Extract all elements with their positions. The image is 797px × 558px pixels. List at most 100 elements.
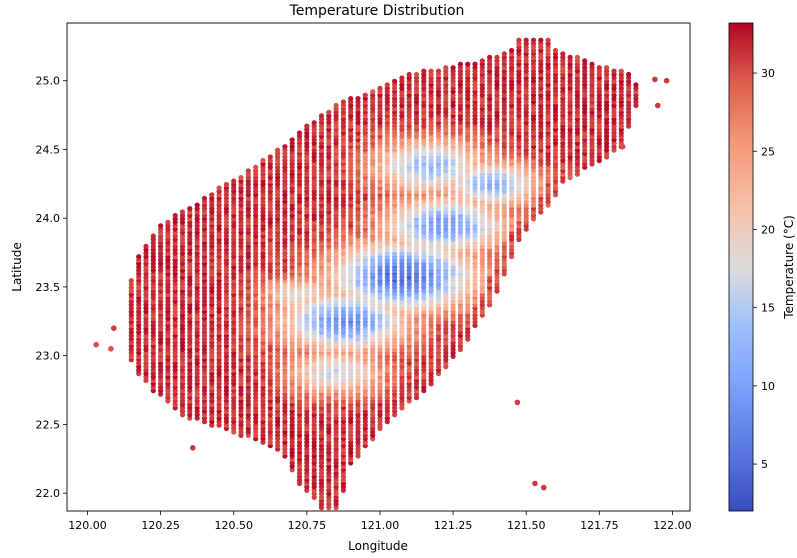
x-tick-label: 122.00 xyxy=(653,519,692,532)
data-point xyxy=(532,480,538,487)
data-point xyxy=(516,37,522,43)
colorbar xyxy=(728,22,754,512)
x-tick-label: 120.25 xyxy=(141,519,180,532)
data-point xyxy=(231,178,237,184)
y-tick-label: 25.0 xyxy=(36,75,61,88)
colorbar-tick-label: 5 xyxy=(761,458,768,471)
y-tick-label: 22.5 xyxy=(36,418,61,431)
y-tick-label: 24.0 xyxy=(36,212,61,225)
data-point xyxy=(296,130,303,136)
data-point xyxy=(479,58,485,64)
data-point xyxy=(348,96,354,102)
data-point xyxy=(494,54,500,61)
data-point xyxy=(450,65,456,71)
x-tick-label: 120.75 xyxy=(288,519,327,532)
data-point xyxy=(111,325,117,332)
x-tick-label: 121.50 xyxy=(507,519,546,532)
data-point xyxy=(435,68,442,74)
data-point xyxy=(626,71,632,78)
chart-title: Temperature Distribution xyxy=(289,3,465,19)
data-point xyxy=(465,61,471,67)
data-point xyxy=(541,484,547,491)
data-point xyxy=(611,68,617,74)
data-point xyxy=(194,202,200,208)
data-point xyxy=(487,54,493,61)
data-point xyxy=(604,65,610,71)
data-point xyxy=(304,123,310,129)
data-point xyxy=(326,109,332,115)
data-point xyxy=(253,164,259,170)
data-point xyxy=(428,68,434,74)
data-point xyxy=(318,113,325,119)
data-point xyxy=(596,65,602,71)
data-point xyxy=(172,212,178,219)
data-point xyxy=(260,157,266,164)
data-point xyxy=(282,144,288,150)
y-tick-label: 23.0 xyxy=(36,350,61,363)
data-point xyxy=(209,192,215,198)
data-point xyxy=(545,37,551,43)
data-point xyxy=(633,82,639,88)
data-point xyxy=(457,61,463,67)
data-point xyxy=(143,243,149,249)
data-point xyxy=(150,233,156,239)
data-point xyxy=(201,195,208,201)
x-tick-label: 121.75 xyxy=(580,519,619,532)
data-point xyxy=(413,71,420,78)
x-tick-label: 121.25 xyxy=(434,519,473,532)
data-point xyxy=(108,346,114,352)
data-point xyxy=(179,209,186,215)
data-point xyxy=(238,175,244,181)
data-point xyxy=(370,89,376,95)
data-point xyxy=(128,278,134,284)
data-point xyxy=(443,65,449,71)
y-tick-label: 23.5 xyxy=(36,281,61,294)
data-point xyxy=(530,37,537,43)
data-point xyxy=(340,99,346,105)
data-point xyxy=(362,92,368,98)
data-point xyxy=(509,47,515,54)
data-point xyxy=(216,185,222,191)
data-point xyxy=(187,206,193,212)
data-point xyxy=(267,154,273,160)
data-point xyxy=(377,85,383,91)
data-point xyxy=(158,223,164,229)
x-tick-label: 121.00 xyxy=(361,519,400,532)
data-point xyxy=(311,120,317,126)
data-point xyxy=(514,399,521,406)
data-point xyxy=(582,58,588,64)
data-point xyxy=(560,51,566,57)
data-point xyxy=(472,61,478,67)
x-tick-label: 120.00 xyxy=(68,519,107,532)
data-point xyxy=(223,181,229,188)
data-point xyxy=(289,137,295,143)
data-point xyxy=(275,147,281,153)
data-point xyxy=(619,143,626,150)
data-point xyxy=(652,76,658,83)
data-point xyxy=(399,75,405,81)
data-point xyxy=(190,445,196,451)
data-point xyxy=(501,51,507,57)
y-tick-label: 24.5 xyxy=(36,143,61,156)
data-point xyxy=(406,71,412,78)
data-point xyxy=(589,61,595,67)
data-point xyxy=(93,341,99,348)
points-layer xyxy=(93,37,670,511)
x-tick-label: 120.50 xyxy=(214,519,253,532)
data-point xyxy=(165,219,171,225)
y-tick-label: 22.0 xyxy=(36,487,61,500)
data-point xyxy=(618,68,624,74)
y-axis-label: Latitude xyxy=(10,242,24,291)
data-point xyxy=(355,96,361,102)
data-point xyxy=(663,77,670,84)
data-point xyxy=(136,254,142,260)
data-point xyxy=(574,54,581,61)
data-point xyxy=(333,102,339,109)
data-point xyxy=(567,54,573,61)
x-axis-label: Longitude xyxy=(348,539,408,553)
data-point xyxy=(523,37,529,43)
data-point xyxy=(538,37,544,43)
data-point xyxy=(552,47,559,54)
data-point xyxy=(245,168,251,174)
